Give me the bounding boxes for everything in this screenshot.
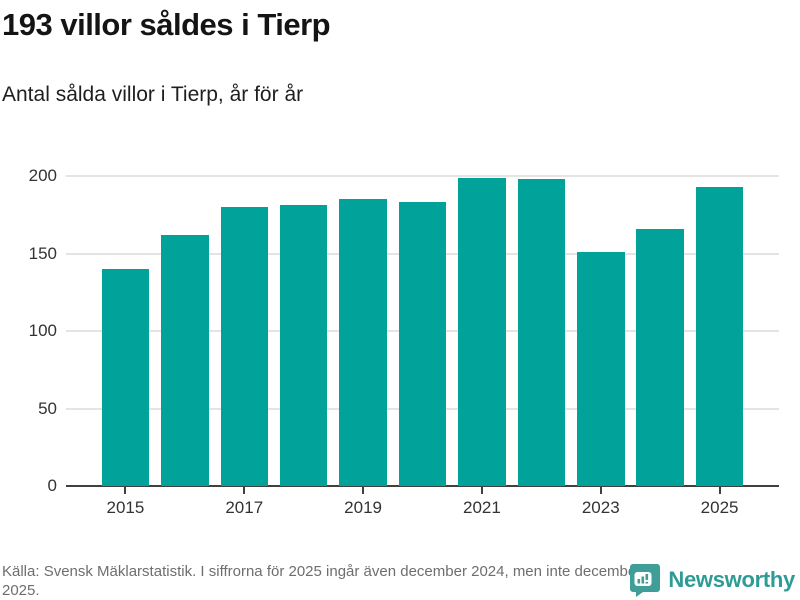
newsworthy-brand-link[interactable]: Newsworthy: [630, 563, 795, 597]
bar-2015: [101, 269, 150, 486]
bar-2019: [339, 199, 387, 486]
x-tick-label-2021: 2021: [462, 498, 501, 517]
newsworthy-logo-icon: [630, 564, 661, 597]
chart-footer: Källa: Svensk Mäklarstatistik. I siffror…: [0, 558, 800, 600]
bar-2018: [279, 205, 328, 486]
newsworthy-wordmark: Newsworthy: [668, 567, 795, 592]
x-tick-label-2025: 2025: [700, 498, 739, 517]
gridline-200: [66, 175, 779, 177]
y-tick-label-0: 0: [47, 476, 57, 495]
x-tick-2021: [480, 487, 483, 494]
bar-2017: [220, 207, 268, 486]
x-tick-label-2015: 2015: [106, 498, 145, 517]
y-tick-label-50: 50: [38, 398, 57, 418]
y-tick-label-150: 150: [28, 243, 57, 263]
plot-area: [66, 175, 779, 487]
x-tick-label-2023: 2023: [581, 498, 620, 517]
bar-2025: [695, 186, 744, 486]
chart-subtitle: Antal sålda villor i Tierp, år för år: [2, 83, 304, 106]
x-axis-line: [66, 485, 779, 487]
bar-2021: [458, 177, 506, 486]
x-tick-2019: [362, 487, 365, 494]
y-tick-label-100: 100: [28, 321, 57, 340]
page-title: 193 villor såldes i Tierp: [2, 7, 331, 42]
x-tick-label-2019: 2019: [344, 498, 382, 517]
y-tick-label-200: 200: [28, 166, 57, 185]
x-tick-2017: [243, 487, 246, 494]
bar-2024: [636, 228, 684, 486]
bar-2023: [577, 251, 625, 486]
x-tick-2025: [718, 487, 721, 494]
bar-2016: [161, 234, 209, 486]
bar-2022: [517, 179, 566, 486]
bar-2020: [398, 202, 447, 486]
x-tick-label-2017: 2017: [225, 498, 264, 517]
x-tick-2015: [124, 487, 127, 494]
source-note: Källa: Svensk Mäklarstatistik. I siffror…: [2, 563, 642, 599]
x-tick-2023: [599, 487, 602, 494]
